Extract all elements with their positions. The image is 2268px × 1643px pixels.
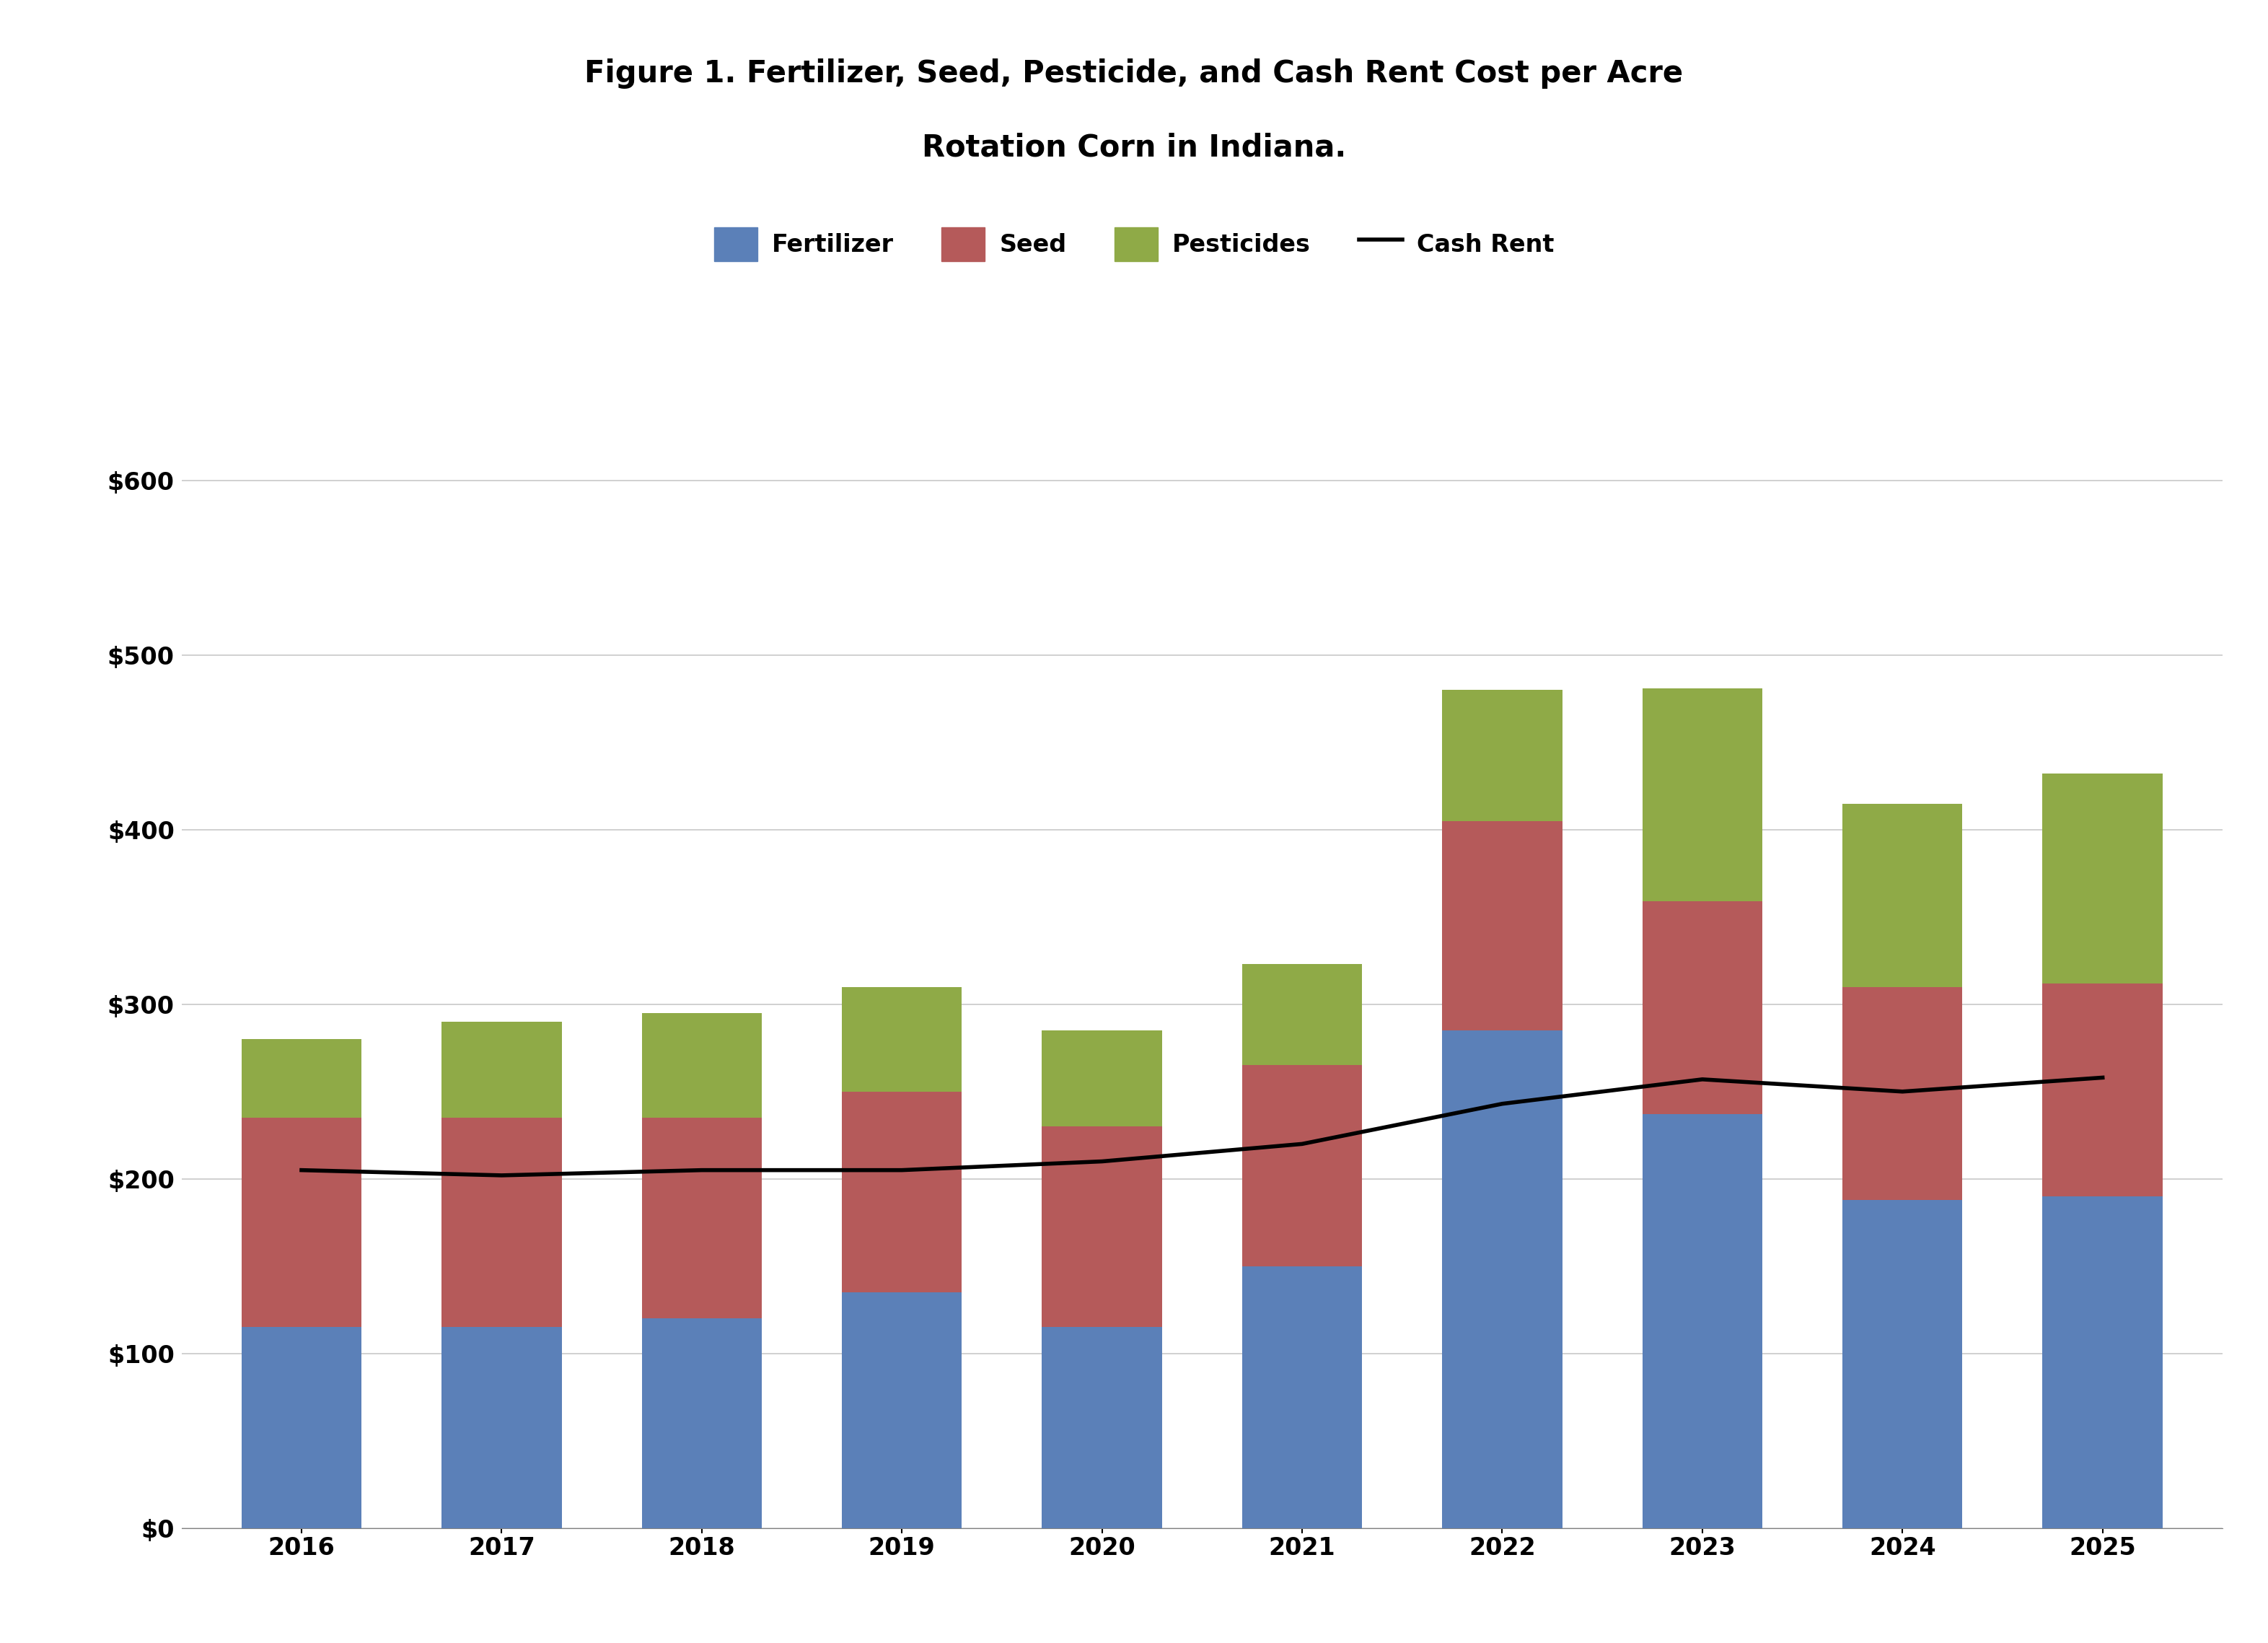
Bar (1842, 803, 1962, 987)
Bar (1243, 964, 1363, 1065)
Bar (1442, 1030, 1563, 1528)
Bar (442, 1022, 562, 1117)
Bar (841, 1091, 962, 1293)
Bar (442, 1328, 562, 1528)
Cash Rent (687, 1160, 714, 1180)
Cash Rent (488, 1165, 515, 1185)
Text: Rotation Corn in Indiana.: Rotation Corn in Indiana. (921, 133, 1347, 163)
Cash Rent (2089, 1068, 2116, 1088)
Line: Cash Rent: Cash Rent (302, 1078, 2102, 1175)
Bar (240, 1117, 361, 1328)
Bar (1041, 1328, 1161, 1528)
Bar (1041, 1030, 1161, 1127)
Bar (1842, 1199, 1962, 1528)
Cash Rent (1889, 1081, 1916, 1101)
Bar (642, 1117, 762, 1318)
Text: Figure 1. Fertilizer, Seed, Pesticide, and Cash Rent Cost per Acre: Figure 1. Fertilizer, Seed, Pesticide, a… (585, 59, 1683, 89)
Bar (240, 1038, 361, 1117)
Bar (841, 1293, 962, 1528)
Bar (1243, 1267, 1363, 1528)
Bar (1041, 1127, 1161, 1328)
Bar (2043, 774, 2164, 983)
Legend: Fertilizer, Seed, Pesticides, Cash Rent: Fertilizer, Seed, Pesticides, Cash Rent (705, 217, 1563, 271)
Bar (1442, 822, 1563, 1030)
Bar (1642, 1114, 1762, 1528)
Bar (841, 987, 962, 1091)
Bar (642, 1014, 762, 1117)
Bar (2043, 1196, 2164, 1528)
Cash Rent (1089, 1152, 1116, 1171)
Bar (642, 1318, 762, 1528)
Bar (1842, 987, 1962, 1199)
Cash Rent (889, 1160, 916, 1180)
Bar (2043, 983, 2164, 1196)
Bar (442, 1117, 562, 1328)
Bar (1642, 688, 1762, 902)
Cash Rent (288, 1160, 315, 1180)
Bar (1642, 902, 1762, 1114)
Cash Rent (1288, 1134, 1315, 1153)
Bar (1243, 1065, 1363, 1267)
Cash Rent (1690, 1070, 1717, 1089)
Bar (1442, 690, 1563, 822)
Bar (240, 1328, 361, 1528)
Cash Rent (1488, 1094, 1515, 1114)
